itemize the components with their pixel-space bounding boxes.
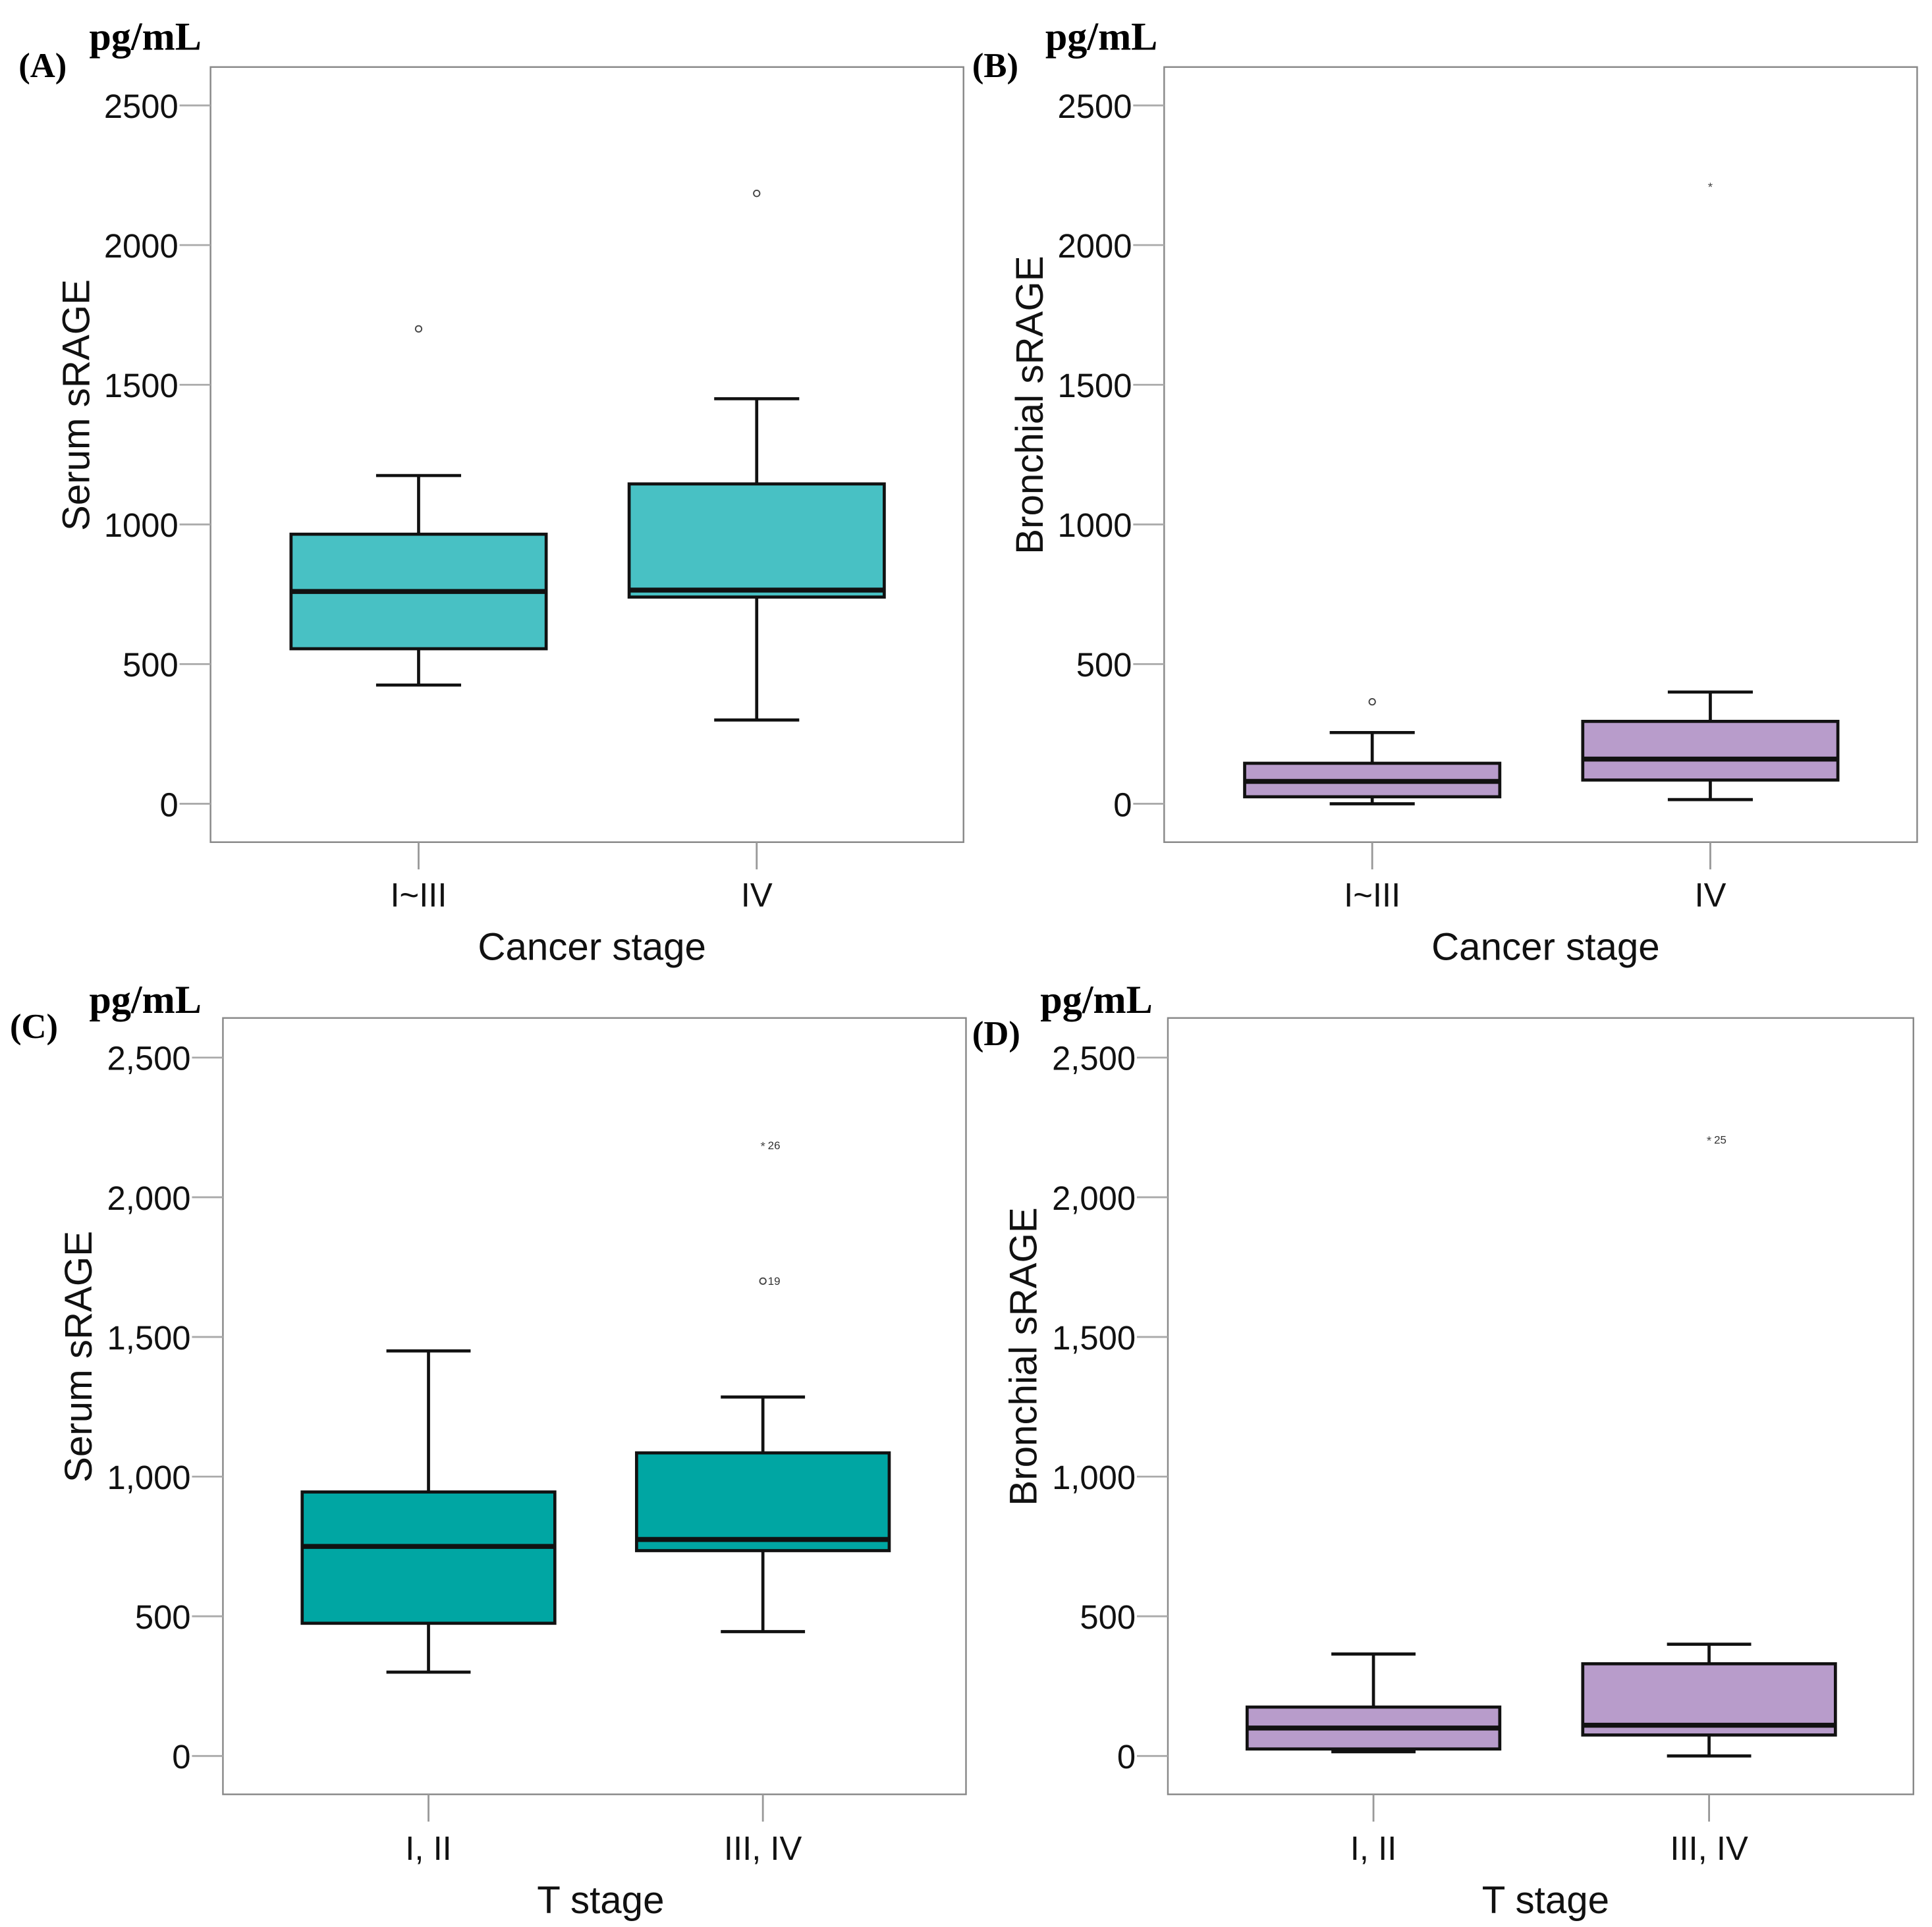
panel-label: (B) [972, 47, 1018, 85]
outlier-label: 25 [1714, 1134, 1726, 1147]
y-tick-label: 2,000 [1052, 1180, 1136, 1217]
y-axis-label: Bronchial sRAGE [1003, 1207, 1045, 1506]
box-1: IV [627, 190, 886, 914]
outlier-circle [753, 190, 761, 198]
plot-frame [1163, 66, 1918, 843]
y-tick-label: 1000 [104, 506, 179, 544]
box-1: III, IV * 26 19 [635, 1139, 891, 1867]
y-tick-label: 1,500 [107, 1319, 191, 1357]
outlier-star: * [1708, 180, 1713, 194]
y-axis-label: Serum sRAGE [55, 279, 97, 531]
y-tick-label: 0 [1117, 1738, 1136, 1776]
iqr-box [627, 482, 886, 599]
y-tick-label: 2,500 [1052, 1040, 1136, 1077]
y-axis-label: Serum sRAGE [57, 1231, 100, 1482]
x-axis-label: Cancer stage [1431, 925, 1660, 968]
x-axis-label: T stage [537, 1879, 664, 1922]
box-0: I~III [1243, 698, 1502, 914]
y-tick-label: 1000 [1058, 506, 1132, 544]
x-tick-label: I, II [1350, 1830, 1397, 1867]
outlier-circle [1368, 698, 1376, 706]
y-axis-label: Bronchial sRAGE [1008, 256, 1051, 554]
panel-label: (C) [10, 1008, 58, 1046]
y-tick-label: 1,000 [107, 1459, 191, 1496]
iqr-box [300, 1490, 557, 1625]
unit-label: pg/mL [89, 978, 201, 1022]
x-tick-label: IV [1694, 877, 1726, 914]
box-1: III, IV * 25 [1581, 1134, 1837, 1867]
y-tick-label: 2500 [104, 88, 179, 125]
panel-label: (D) [972, 1015, 1020, 1053]
panel-b: (B) pg/mL 0 500 1000 1500 2000 2500 Bronchial sR… [972, 14, 1918, 968]
outlier-circle [414, 325, 423, 333]
box-0: I, II [1245, 1652, 1502, 1867]
y-tick-label: 500 [123, 646, 179, 684]
outlier-label: 26 [768, 1139, 781, 1152]
box-0: I, II [300, 1349, 557, 1867]
y-tick-label: 1500 [1058, 367, 1132, 404]
y-tick-label: 1500 [104, 367, 179, 404]
outlier-star: * [1707, 1134, 1712, 1148]
y-tick-label: 2500 [1058, 88, 1132, 125]
panel-c: (C) pg/mL 0 500 1,000 1,500 2,000 2,500 Serum sR… [10, 978, 967, 1922]
y-tick-label: 500 [135, 1598, 191, 1636]
outlier-label: 19 [768, 1275, 781, 1288]
y-tick-label: 0 [172, 1738, 190, 1776]
plot-frame [209, 66, 964, 843]
y-tick-label: 2000 [104, 227, 179, 265]
panel-d: (D) pg/mL 0 500 1,000 1,500 2,000 2,500 Bronchia… [972, 978, 1915, 1922]
y-tick-label: 500 [1076, 646, 1132, 684]
unit-label: pg/mL [1045, 14, 1157, 59]
x-axis-label: T stage [1482, 1879, 1609, 1922]
iqr-box [1581, 719, 1840, 782]
x-tick-label: IV [741, 877, 773, 914]
y-tick-label: 2000 [1058, 227, 1132, 265]
unit-label: pg/mL [1040, 978, 1152, 1022]
y-tick-label: 1,000 [1052, 1459, 1136, 1496]
y-tick-label: 2,500 [107, 1040, 191, 1077]
y-tick-label: 500 [1080, 1598, 1136, 1636]
panel-label: (A) [18, 47, 67, 85]
x-tick-label: III, IV [1670, 1830, 1748, 1867]
y-tick-label: 2,000 [107, 1180, 191, 1217]
x-tick-label: I~III [390, 877, 447, 914]
plot-frame [222, 1017, 967, 1795]
panel-a: (A) pg/mL 0 500 1000 1500 2000 2500 Serum sRAGE C… [18, 14, 964, 968]
outlier-star: * [760, 1139, 765, 1153]
x-tick-label: III, IV [724, 1830, 802, 1867]
y-tick-label: 0 [160, 786, 179, 823]
x-tick-label: I~III [1344, 877, 1400, 914]
iqr-box [635, 1451, 891, 1552]
unit-label: pg/mL [89, 14, 201, 59]
x-tick-label: I, II [405, 1830, 452, 1867]
y-tick-label: 1,500 [1052, 1319, 1136, 1357]
x-axis-label: Cancer stage [478, 925, 706, 968]
outlier-circle [759, 1277, 767, 1285]
box-0: I~III [289, 325, 548, 914]
y-tick-label: 0 [1113, 786, 1132, 823]
box-1: IV * [1581, 180, 1840, 914]
